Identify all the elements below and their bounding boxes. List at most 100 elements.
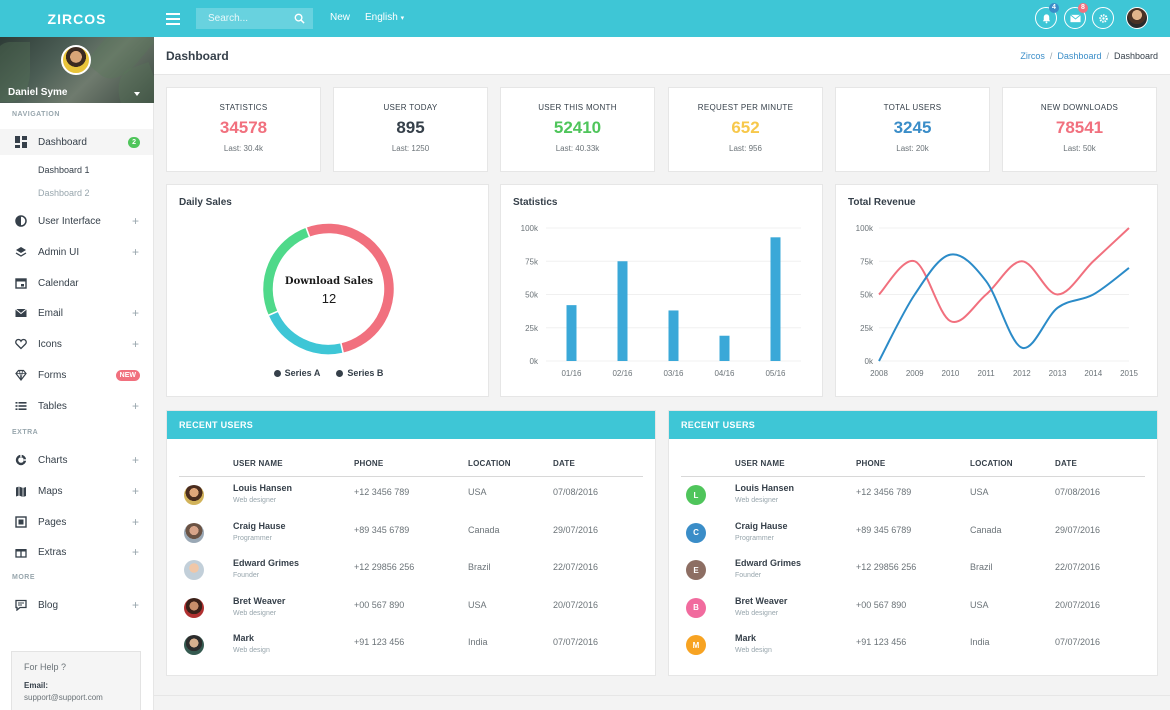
cell-date: 07/07/2016 <box>553 637 599 647</box>
breadcrumb-separator: / <box>1049 51 1053 61</box>
stat-last: Last: 50k <box>1063 144 1096 153</box>
new-badge: NEW <box>115 369 140 381</box>
search-icon[interactable] <box>294 13 305 24</box>
new-link[interactable]: New <box>330 12 351 23</box>
table-row[interactable]: M Mark Web design +91 123 456 India 07/07/201… <box>669 627 1157 664</box>
comment-icon <box>15 599 27 611</box>
map-icon <box>16 486 26 497</box>
contrast-icon <box>15 215 27 227</box>
donut-slice <box>304 222 396 355</box>
sidebar-item-extras[interactable]: Extras + <box>0 539 153 565</box>
avatar <box>184 635 204 655</box>
y-tick-label: 50k <box>525 291 539 300</box>
sidebar-item-dashboard[interactable]: Dashboard 2 <box>0 129 153 155</box>
language-dropdown[interactable]: English ▾ <box>365 12 404 23</box>
table-row[interactable]: Mark Web design +91 123 456 India 07/07/2016 <box>167 627 655 664</box>
y-tick-label: 75k <box>860 257 874 266</box>
cell-date: 07/08/2016 <box>553 487 599 497</box>
table-row[interactable]: Louis Hansen Web designer +12 3456 789 USA 0… <box>167 477 655 514</box>
user-role: Programmer <box>735 534 774 542</box>
sidebar-item-admin-ui[interactable]: Admin UI + <box>0 239 153 265</box>
cell-location: USA <box>970 487 989 497</box>
legend-label: Series A <box>284 368 321 378</box>
cell-location: India <box>970 637 990 647</box>
sidebar-item-label: Dashboard <box>38 136 87 148</box>
profile-avatar[interactable] <box>61 45 91 75</box>
sidebar-item-email[interactable]: Email + <box>0 300 153 326</box>
plus-icon: + <box>131 545 139 559</box>
recent-users-table: RECENT USERS USER NAME PHONE LOCATION DATE L… <box>166 410 656 676</box>
cell-phone: +12 3456 789 <box>856 487 912 497</box>
help-box: For Help ? Email: support@support.com <box>11 651 141 710</box>
table-row[interactable]: Edward Grimes Founder +12 29856 256 Brazil 2… <box>167 552 655 589</box>
sidebar-item-charts[interactable]: Charts + <box>0 447 153 473</box>
breadcrumb-current: Dashboard <box>1113 51 1158 61</box>
bar <box>617 261 628 361</box>
profile-name[interactable]: Daniel Syme <box>8 87 68 98</box>
cell-phone: +00 567 890 <box>354 599 405 610</box>
bell-icon <box>1042 13 1050 23</box>
recent-users-table: RECENT USERS USER NAME PHONE LOCATION DATE L… <box>668 410 1158 676</box>
stat-card-new-downloads: NEW DOWNLOADS 78541 Last: 50k <box>1002 87 1157 172</box>
gift-icon <box>15 549 27 558</box>
user-avatar[interactable] <box>1126 7 1148 29</box>
user-role: Web designer <box>233 609 277 617</box>
y-tick-label: 75k <box>525 257 539 266</box>
sidebar-item-label: Icons <box>38 338 62 350</box>
plus-icon: + <box>131 453 139 467</box>
breadcrumb-zircos[interactable]: Zircos <box>1020 51 1045 61</box>
line-chart: 0k 25k 50k 75k 100k 2008 2009 2010 2011 2012 2013 2… <box>856 224 1139 378</box>
table-row[interactable]: Bret Weaver Web designer +00 567 890 USA 20/… <box>167 590 655 627</box>
notifications-button[interactable]: 4 <box>1035 3 1059 29</box>
sidebar-item-maps[interactable]: Maps + <box>0 478 153 504</box>
stat-value: 34578 <box>219 118 268 137</box>
legend-item[interactable]: Series A <box>273 368 321 378</box>
table-row[interactable]: Craig Hause Programmer +89 345 6789 Canada 2… <box>167 515 655 552</box>
table-row[interactable]: C Craig Hause Programmer +89 345 6789 Canada… <box>669 515 1157 552</box>
sidebar-item-user-interface[interactable]: User Interface + <box>0 208 153 234</box>
sidebar-item-icons[interactable]: Icons + <box>0 331 153 357</box>
help-email-link[interactable]: support@support.com <box>24 693 103 702</box>
messages-button[interactable]: 8 <box>1064 3 1088 29</box>
cell-phone: +12 29856 256 <box>354 562 415 572</box>
brand-logo[interactable]: ZIRCOS <box>47 10 107 27</box>
avatar-initial: B <box>686 597 706 618</box>
table-row[interactable]: E Edward Grimes Founder +12 29856 256 Brazil… <box>669 552 1157 589</box>
stat-last: Last: 30.4k <box>223 144 264 153</box>
cell-date: 07/08/2016 <box>1055 487 1101 497</box>
bar <box>566 305 577 361</box>
settings-button[interactable] <box>1092 7 1114 29</box>
sidebar-subitem-dashboard-2[interactable]: Dashboard 2 <box>38 188 90 198</box>
x-tick-label: 2009 <box>906 369 924 378</box>
y-tick-label: 50k <box>860 291 874 300</box>
cell-date: 20/07/2016 <box>553 599 599 610</box>
sidebar-item-tables[interactable]: Tables + <box>0 393 153 419</box>
table-row[interactable]: L Louis Hansen Web designer +12 3456 789 USA… <box>669 477 1157 514</box>
sidebar-item-pages[interactable]: Pages + <box>0 509 153 535</box>
search-input[interactable] <box>196 8 290 29</box>
cell-location: USA <box>468 599 487 610</box>
sidebar-item-blog[interactable]: Blog + <box>0 592 153 618</box>
sidebar-item-forms[interactable]: Forms NEW <box>0 362 153 388</box>
message-count-badge: 8 <box>1078 3 1088 13</box>
sidebar-item-label: Pages <box>38 516 67 528</box>
user-role: Web designer <box>233 497 277 504</box>
user-name: Craig Hause <box>233 520 286 531</box>
cell-location: USA <box>468 487 487 497</box>
stat-card-request-per-minute: REQUEST PER MINUTE 652 Last: 956 <box>668 87 823 172</box>
caret-down-icon[interactable] <box>134 92 140 96</box>
user-name: Mark <box>233 633 255 643</box>
x-tick-label: 2008 <box>870 369 888 378</box>
sidebar-item-calendar[interactable]: Calendar <box>0 270 153 296</box>
column-header: USER NAME <box>233 459 283 468</box>
table-row[interactable]: B Bret Weaver Web designer +00 567 890 USA 20… <box>669 590 1157 627</box>
breadcrumb-dashboard[interactable]: Dashboard <box>1057 51 1102 61</box>
breadcrumb-separator: / <box>1106 51 1109 61</box>
menu-toggle-button[interactable] <box>166 10 180 27</box>
legend-item[interactable]: Series B <box>336 368 383 378</box>
avatar <box>184 522 204 543</box>
nav-section-label: NAVIGATION <box>12 111 60 118</box>
dashboard-icon <box>15 136 27 148</box>
dashboard-count-badge: 2 <box>128 136 140 148</box>
sidebar-subitem-dashboard-1[interactable]: Dashboard 1 <box>38 165 90 175</box>
